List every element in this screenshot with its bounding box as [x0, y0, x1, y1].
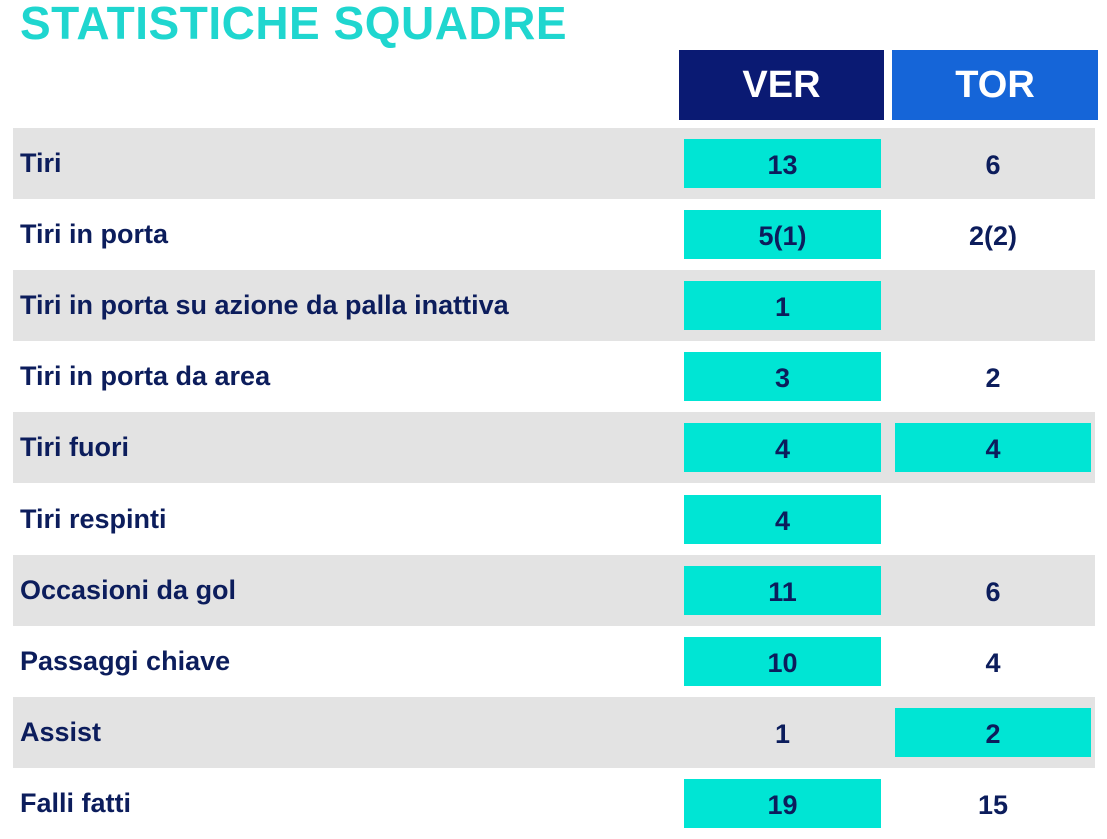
table-row: Tiri in porta da area 3 2	[13, 341, 1095, 412]
table-row: Tiri in porta su azione da palla inattiv…	[13, 270, 1095, 342]
stat-label: Tiri fuori	[20, 432, 130, 463]
ver-value: 10	[684, 636, 881, 686]
stat-label: Tiri in porta	[20, 219, 169, 250]
tor-value: 4	[985, 647, 1001, 678]
tor-value: 2(2)	[968, 221, 1017, 252]
table-row: Tiri respinti 4	[13, 484, 1095, 555]
ver-value: 1	[774, 718, 791, 749]
stat-label: Passaggi chiave	[20, 645, 231, 676]
stat-label: Tiri in porta da area	[20, 361, 271, 392]
ver-value: 3	[684, 352, 881, 402]
ver-value: 5(1)	[684, 210, 881, 260]
table-row: Falli fatti 19 15	[13, 768, 1095, 839]
table-row: Tiri fuori 4 4	[13, 412, 1095, 484]
stat-label: Tiri	[20, 148, 62, 178]
ver-value: 11	[684, 565, 881, 615]
table-row: Assist 1 2	[13, 696, 1095, 768]
team-header-tor: TOR	[892, 50, 1098, 120]
tor-value	[895, 495, 1091, 544]
ver-value: 4	[684, 494, 881, 544]
tor-value: 4	[895, 423, 1091, 473]
table-row: Tiri 13 6	[13, 128, 1095, 199]
stat-label: Tiri in porta su azione da palla inattiv…	[20, 290, 509, 321]
ver-value: 19	[684, 778, 881, 828]
ver-value: 1	[684, 281, 881, 331]
ver-value: 4	[684, 423, 881, 473]
ver-value: 13	[684, 139, 881, 188]
stat-label: Tiri respinti	[20, 503, 167, 534]
tor-value: 2	[985, 363, 1001, 394]
tor-value	[895, 281, 1091, 330]
stat-label: Occasioni da gol	[20, 574, 237, 605]
tor-value: 6	[985, 576, 1001, 607]
table-row: Occasioni da gol 11 6	[13, 554, 1095, 626]
stat-label: Falli fatti	[20, 787, 132, 818]
table-row: Tiri in porta 5(1) 2(2)	[13, 199, 1095, 270]
tor-value: 6	[985, 150, 1001, 180]
table-row: Passaggi chiave 10 4	[13, 626, 1095, 697]
tor-value: 15	[977, 789, 1009, 820]
tor-value: 2	[895, 707, 1091, 757]
team-header-ver: VER	[679, 50, 884, 120]
stat-label: Assist	[20, 716, 102, 747]
page-title: STATISTICHE SQUADRE	[20, 0, 568, 49]
